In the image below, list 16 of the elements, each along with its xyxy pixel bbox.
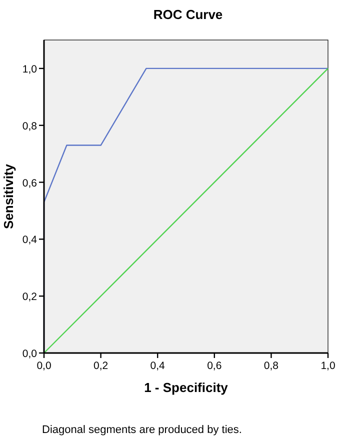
- x-tick-label: 0,2: [93, 360, 108, 372]
- y-tick-label: 0,2: [22, 291, 38, 304]
- x-tick-label: 0,8: [264, 360, 279, 372]
- y-tick-label: 1,0: [22, 63, 38, 76]
- text: Diagonal segments are produced by ties.: [42, 424, 242, 436]
- y-tick-label: 0,8: [22, 120, 38, 132]
- x-tick-label: 0,4: [150, 360, 166, 372]
- x-tick-label: 1,0: [320, 360, 336, 372]
- y-axis-title: Sensitivity: [1, 163, 16, 230]
- chart-title: ROC Curve: [153, 7, 223, 22]
- x-tick-label: 0,6: [207, 360, 222, 372]
- y-tick-label: 0,6: [22, 177, 38, 190]
- y-tick-label: 0,0: [22, 348, 38, 360]
- x-tick-label: 0,0: [36, 360, 52, 372]
- y-tick-label: 0,4: [22, 234, 38, 246]
- x-axis-title: 1 - Specificity: [144, 380, 229, 395]
